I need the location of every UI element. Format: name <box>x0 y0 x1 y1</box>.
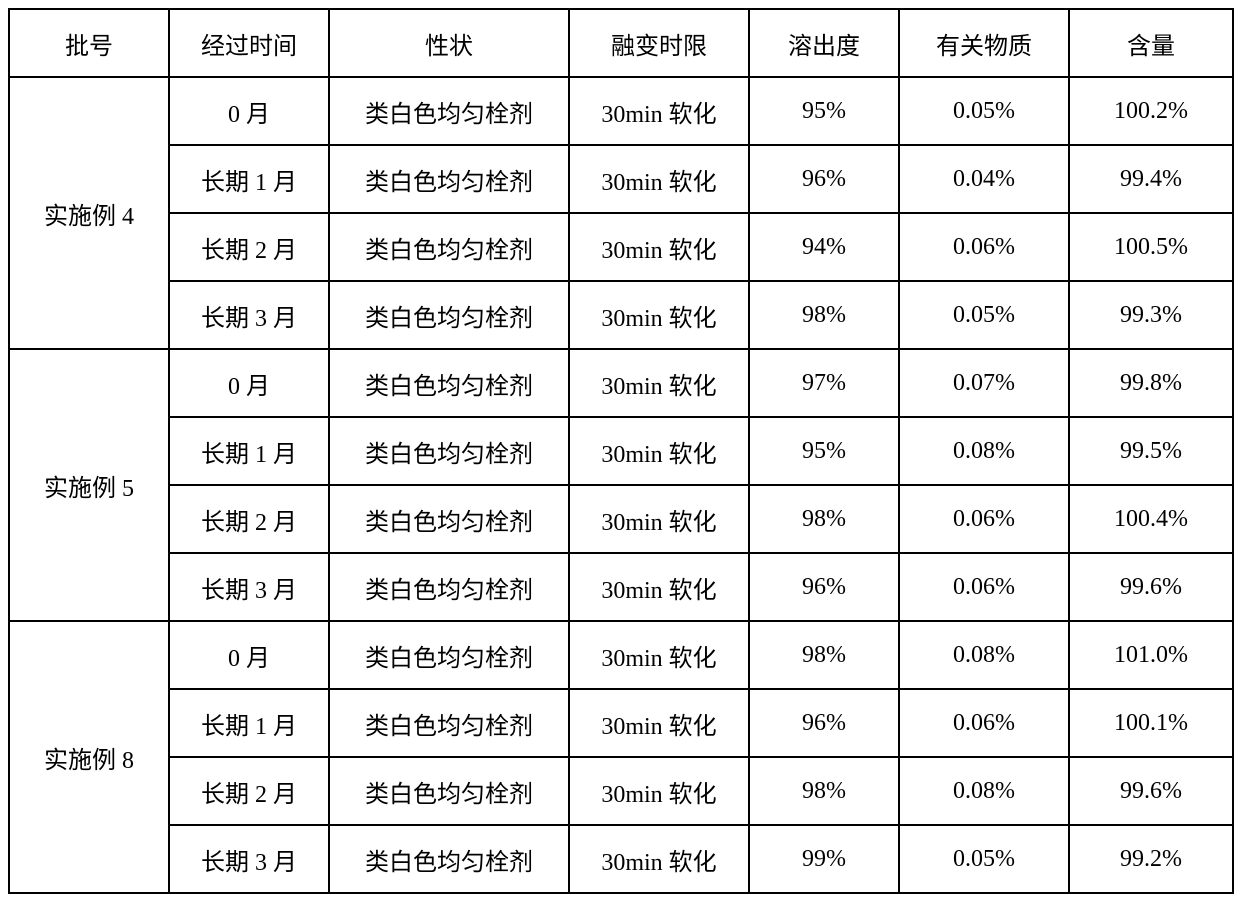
table-row: 长期 2 月 类白色均匀栓剂 30min 软化 94% 0.06% 100.5% <box>9 213 1233 281</box>
cell-content: 101.0% <box>1069 621 1233 689</box>
cell-content: 100.2% <box>1069 77 1233 145</box>
cell-related: 0.06% <box>899 485 1069 553</box>
cell-appearance: 类白色均匀栓剂 <box>329 485 569 553</box>
cell-related: 0.06% <box>899 213 1069 281</box>
table-header-row: 批号 经过时间 性状 融变时限 溶出度 有关物质 含量 <box>9 9 1233 77</box>
cell-melt: 30min 软化 <box>569 77 749 145</box>
cell-content: 100.1% <box>1069 689 1233 757</box>
cell-melt: 30min 软化 <box>569 485 749 553</box>
table-row: 长期 3 月 类白色均匀栓剂 30min 软化 98% 0.05% 99.3% <box>9 281 1233 349</box>
col-header-dissolution: 溶出度 <box>749 9 899 77</box>
table-row: 实施例 8 0 月 类白色均匀栓剂 30min 软化 98% 0.08% 101… <box>9 621 1233 689</box>
cell-related: 0.08% <box>899 417 1069 485</box>
cell-appearance: 类白色均匀栓剂 <box>329 689 569 757</box>
table-row: 实施例 4 0 月 类白色均匀栓剂 30min 软化 95% 0.05% 100… <box>9 77 1233 145</box>
cell-batch: 实施例 8 <box>9 621 169 893</box>
cell-melt: 30min 软化 <box>569 553 749 621</box>
col-header-melt: 融变时限 <box>569 9 749 77</box>
cell-dissolution: 97% <box>749 349 899 417</box>
col-header-batch: 批号 <box>9 9 169 77</box>
cell-time: 0 月 <box>169 349 329 417</box>
cell-time: 长期 1 月 <box>169 145 329 213</box>
cell-related: 0.08% <box>899 621 1069 689</box>
col-header-time: 经过时间 <box>169 9 329 77</box>
cell-dissolution: 96% <box>749 145 899 213</box>
cell-batch: 实施例 5 <box>9 349 169 621</box>
cell-dissolution: 95% <box>749 77 899 145</box>
cell-related: 0.04% <box>899 145 1069 213</box>
cell-melt: 30min 软化 <box>569 145 749 213</box>
cell-time: 长期 1 月 <box>169 417 329 485</box>
cell-appearance: 类白色均匀栓剂 <box>329 825 569 893</box>
cell-appearance: 类白色均匀栓剂 <box>329 145 569 213</box>
stability-data-table: 批号 经过时间 性状 融变时限 溶出度 有关物质 含量 实施例 4 0 月 类白… <box>8 8 1234 894</box>
cell-dissolution: 96% <box>749 553 899 621</box>
cell-melt: 30min 软化 <box>569 621 749 689</box>
cell-time: 长期 3 月 <box>169 281 329 349</box>
table-row: 长期 2 月 类白色均匀栓剂 30min 软化 98% 0.08% 99.6% <box>9 757 1233 825</box>
table-row: 长期 1 月 类白色均匀栓剂 30min 软化 96% 0.06% 100.1% <box>9 689 1233 757</box>
cell-appearance: 类白色均匀栓剂 <box>329 621 569 689</box>
table-row: 长期 3 月 类白色均匀栓剂 30min 软化 96% 0.06% 99.6% <box>9 553 1233 621</box>
cell-content: 99.2% <box>1069 825 1233 893</box>
col-header-related: 有关物质 <box>899 9 1069 77</box>
cell-time: 长期 2 月 <box>169 757 329 825</box>
cell-time: 长期 3 月 <box>169 553 329 621</box>
table-row: 实施例 5 0 月 类白色均匀栓剂 30min 软化 97% 0.07% 99.… <box>9 349 1233 417</box>
cell-content: 99.8% <box>1069 349 1233 417</box>
cell-related: 0.06% <box>899 553 1069 621</box>
cell-appearance: 类白色均匀栓剂 <box>329 757 569 825</box>
cell-appearance: 类白色均匀栓剂 <box>329 77 569 145</box>
cell-content: 99.6% <box>1069 553 1233 621</box>
cell-time: 长期 2 月 <box>169 213 329 281</box>
table-row: 长期 2 月 类白色均匀栓剂 30min 软化 98% 0.06% 100.4% <box>9 485 1233 553</box>
cell-melt: 30min 软化 <box>569 213 749 281</box>
cell-dissolution: 98% <box>749 281 899 349</box>
cell-melt: 30min 软化 <box>569 689 749 757</box>
table-row: 长期 1 月 类白色均匀栓剂 30min 软化 95% 0.08% 99.5% <box>9 417 1233 485</box>
cell-time: 长期 3 月 <box>169 825 329 893</box>
cell-related: 0.07% <box>899 349 1069 417</box>
cell-dissolution: 94% <box>749 213 899 281</box>
cell-related: 0.05% <box>899 825 1069 893</box>
cell-batch: 实施例 4 <box>9 77 169 349</box>
cell-related: 0.06% <box>899 689 1069 757</box>
cell-dissolution: 98% <box>749 621 899 689</box>
cell-time: 0 月 <box>169 621 329 689</box>
cell-melt: 30min 软化 <box>569 281 749 349</box>
cell-content: 99.4% <box>1069 145 1233 213</box>
cell-time: 长期 1 月 <box>169 689 329 757</box>
table-body: 实施例 4 0 月 类白色均匀栓剂 30min 软化 95% 0.05% 100… <box>9 77 1233 893</box>
cell-related: 0.05% <box>899 281 1069 349</box>
cell-appearance: 类白色均匀栓剂 <box>329 281 569 349</box>
col-header-content: 含量 <box>1069 9 1233 77</box>
table-row: 长期 1 月 类白色均匀栓剂 30min 软化 96% 0.04% 99.4% <box>9 145 1233 213</box>
cell-melt: 30min 软化 <box>569 825 749 893</box>
cell-dissolution: 98% <box>749 485 899 553</box>
cell-related: 0.08% <box>899 757 1069 825</box>
cell-melt: 30min 软化 <box>569 417 749 485</box>
cell-dissolution: 96% <box>749 689 899 757</box>
cell-time: 0 月 <box>169 77 329 145</box>
cell-melt: 30min 软化 <box>569 757 749 825</box>
cell-related: 0.05% <box>899 77 1069 145</box>
cell-dissolution: 99% <box>749 825 899 893</box>
col-header-appearance: 性状 <box>329 9 569 77</box>
cell-content: 99.6% <box>1069 757 1233 825</box>
cell-content: 100.5% <box>1069 213 1233 281</box>
cell-content: 99.3% <box>1069 281 1233 349</box>
cell-appearance: 类白色均匀栓剂 <box>329 213 569 281</box>
cell-dissolution: 95% <box>749 417 899 485</box>
cell-content: 99.5% <box>1069 417 1233 485</box>
table-row: 长期 3 月 类白色均匀栓剂 30min 软化 99% 0.05% 99.2% <box>9 825 1233 893</box>
cell-appearance: 类白色均匀栓剂 <box>329 349 569 417</box>
cell-melt: 30min 软化 <box>569 349 749 417</box>
cell-content: 100.4% <box>1069 485 1233 553</box>
cell-appearance: 类白色均匀栓剂 <box>329 417 569 485</box>
cell-time: 长期 2 月 <box>169 485 329 553</box>
cell-dissolution: 98% <box>749 757 899 825</box>
cell-appearance: 类白色均匀栓剂 <box>329 553 569 621</box>
